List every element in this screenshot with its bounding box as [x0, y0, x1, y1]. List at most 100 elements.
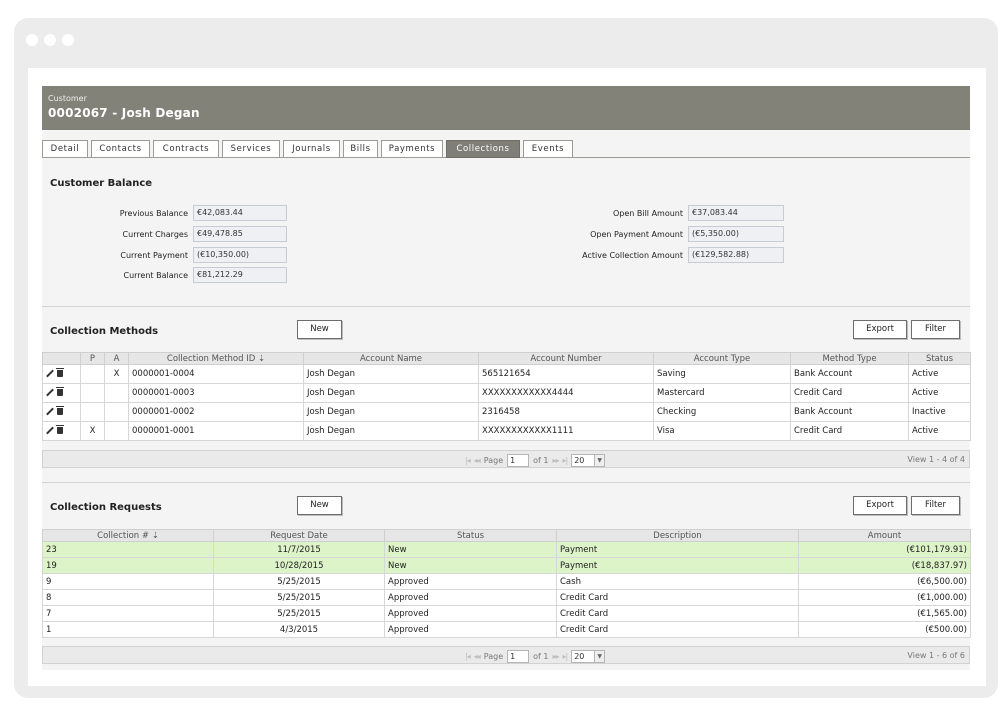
new-request-button[interactable]: New	[297, 496, 342, 515]
page-size-value: 20	[574, 652, 585, 661]
page-of-label: of 1	[533, 456, 549, 465]
section-divider	[42, 306, 970, 307]
next-page-icon[interactable]: ▸▸	[552, 456, 559, 465]
table-row[interactable]: 8 5/25/2015 Approved Credit Card (€1,000…	[42, 589, 971, 606]
column-header[interactable]: A	[104, 352, 129, 365]
filter-methods-button[interactable]: Filter	[911, 320, 960, 339]
description-cell: Credit Card	[556, 589, 799, 606]
request-date-cell: 5/25/2015	[213, 573, 385, 590]
page-title: 0002067 - Josh Degan	[48, 106, 200, 120]
amount-cell: (€6,500.00)	[798, 573, 971, 590]
prev-page-icon[interactable]: ◂◂	[473, 456, 481, 465]
description-cell: Payment	[556, 557, 799, 574]
page-of-label: of 1	[533, 652, 549, 661]
tab-journals[interactable]: Journals	[283, 140, 340, 158]
chevron-down-icon: ▼	[594, 455, 605, 466]
table-row[interactable]: 0000001-0003 Josh Degan XXXXXXXXXXXX4444…	[42, 383, 971, 403]
previous-balance-value: €42,083.44	[193, 205, 287, 221]
column-header[interactable]: Account Type	[653, 352, 791, 365]
table-row[interactable]: 7 5/25/2015 Approved Credit Card (€1,565…	[42, 605, 971, 622]
balance-row: Current Payment (€10,350.00)	[82, 247, 287, 263]
tab-bills[interactable]: Bills	[343, 140, 378, 158]
trash-icon[interactable]	[56, 406, 64, 415]
method-id-cell: 0000001-0004	[128, 364, 304, 384]
tab-contracts[interactable]: Contracts	[153, 140, 219, 158]
amount-cell: (€101,179.91)	[798, 541, 971, 558]
pencil-icon[interactable]	[46, 389, 53, 396]
first-page-icon[interactable]: |◂	[465, 652, 471, 661]
prev-page-icon[interactable]: ◂◂	[473, 652, 481, 661]
table-row[interactable]: X 0000001-0004 Josh Degan 565121654 Savi…	[42, 364, 971, 384]
tab-events[interactable]: Events	[523, 140, 573, 158]
collection-number-cell: 23	[42, 541, 214, 558]
account-name-cell: Josh Degan	[303, 402, 479, 422]
tab-detail[interactable]: Detail	[42, 140, 88, 158]
table-row[interactable]: X 0000001-0001 Josh Degan XXXXXXXXXXXX11…	[42, 421, 971, 441]
method-type-cell: Credit Card	[790, 383, 909, 403]
page-size-select[interactable]: 20 ▼	[571, 650, 606, 663]
balance-label: Open Payment Amount	[590, 229, 683, 239]
table-row[interactable]: 1 4/3/2015 Approved Credit Card (€500.00…	[42, 621, 971, 638]
column-header[interactable]: Account Number	[478, 352, 654, 365]
page-size-select[interactable]: 20 ▼	[571, 454, 606, 467]
method-type-cell: Bank Account	[790, 364, 909, 384]
current-charges-value: €49,478.85	[193, 226, 287, 242]
balance-label: Previous Balance	[119, 208, 188, 218]
trash-icon[interactable]	[56, 425, 64, 434]
column-header[interactable]: Description	[556, 529, 799, 542]
customer-page: Customer 0002067 - Josh Degan Detail Con…	[42, 86, 971, 670]
page-number-input[interactable]: 1	[507, 650, 530, 663]
table-row[interactable]: 0000001-0002 Josh Degan 2316458 Checking…	[42, 402, 971, 422]
window-dot-icon[interactable]	[62, 34, 74, 46]
method-id-cell: 0000001-0001	[128, 421, 304, 441]
pencil-icon[interactable]	[46, 408, 53, 415]
balance-row: Active Collection Amount (€129,582.88)	[542, 247, 784, 263]
primary-cell	[80, 364, 105, 384]
account-number-cell: XXXXXXXXXXXX1111	[478, 421, 654, 441]
amount-cell: (€500.00)	[798, 621, 971, 638]
new-method-button[interactable]: New	[297, 320, 342, 339]
column-header-sorted[interactable]: Collection Method ID ⇣	[128, 352, 304, 365]
column-header[interactable]: Account Name	[303, 352, 479, 365]
window-dot-icon[interactable]	[26, 34, 38, 46]
request-date-cell: 11/7/2015	[213, 541, 385, 558]
tab-services[interactable]: Services	[222, 140, 280, 158]
status-cell: Inactive	[908, 402, 971, 422]
table-row[interactable]: 19 10/28/2015 New Payment (€18,837.97)	[42, 557, 971, 574]
trash-icon[interactable]	[56, 368, 64, 377]
current-balance-value: €81,212.29	[193, 267, 287, 283]
balance-row: Previous Balance €42,083.44	[82, 205, 287, 221]
column-header-sorted[interactable]: Collection # ⇣	[42, 529, 214, 542]
tab-payments[interactable]: Payments	[381, 140, 443, 158]
customer-header: Customer 0002067 - Josh Degan	[42, 86, 970, 130]
column-header[interactable]: Status	[384, 529, 557, 542]
description-cell: Payment	[556, 541, 799, 558]
first-page-icon[interactable]: |◂	[465, 456, 471, 465]
tab-contacts[interactable]: Contacts	[91, 140, 150, 158]
filter-requests-button[interactable]: Filter	[911, 496, 960, 515]
pencil-icon[interactable]	[46, 370, 53, 377]
account-type-cell: Saving	[653, 364, 791, 384]
last-page-icon[interactable]: ▸|	[562, 456, 569, 465]
window-dot-icon[interactable]	[44, 34, 56, 46]
column-header[interactable]: Amount	[798, 529, 971, 542]
column-header[interactable]: P	[80, 352, 105, 365]
export-requests-button[interactable]: Export	[853, 496, 907, 515]
trash-icon[interactable]	[56, 387, 64, 396]
table-row[interactable]: 9 5/25/2015 Approved Cash (€6,500.00)	[42, 573, 971, 590]
amount-cell: (€1,000.00)	[798, 589, 971, 606]
next-page-icon[interactable]: ▸▸	[552, 652, 559, 661]
request-date-cell: 10/28/2015	[213, 557, 385, 574]
column-header[interactable]: Status	[908, 352, 971, 365]
last-page-icon[interactable]: ▸|	[562, 652, 569, 661]
page-number-input[interactable]: 1	[507, 454, 530, 467]
tab-collections[interactable]: Collections	[446, 140, 520, 158]
method-type-cell: Credit Card	[790, 421, 909, 441]
column-header[interactable]: Request Date	[213, 529, 385, 542]
export-methods-button[interactable]: Export	[853, 320, 907, 339]
table-row[interactable]: 23 11/7/2015 New Payment (€101,179.91)	[42, 541, 971, 558]
row-actions	[42, 421, 81, 441]
collection-number-cell: 8	[42, 589, 214, 606]
pencil-icon[interactable]	[46, 427, 53, 434]
column-header[interactable]: Method Type	[790, 352, 909, 365]
